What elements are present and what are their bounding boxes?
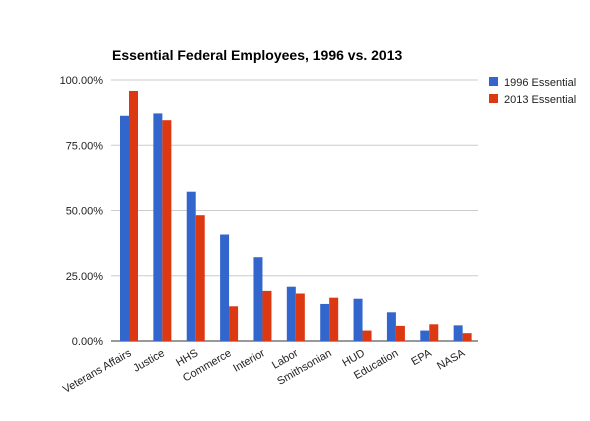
bar-1996-labor: [286, 286, 296, 341]
legend-swatch: [489, 94, 498, 103]
bars: [120, 90, 472, 342]
bar-2013-labor: [295, 293, 305, 341]
y-axis: 0.00% 25.00% 50.00% 75.00% 100.00%: [60, 75, 104, 348]
bar-2013-commerce: [229, 306, 239, 341]
bar-1996-veterans-affairs: [120, 115, 129, 341]
x-tick-label: Veterans Affairs: [61, 347, 134, 396]
bar-1996-interior: [253, 257, 263, 341]
bar-1996-hud: [353, 298, 363, 341]
bar-2013-education: [395, 325, 405, 341]
y-tick-label: 0.00%: [72, 336, 103, 348]
bar-1996-education: [386, 312, 396, 341]
x-tick-label: NASA: [435, 347, 468, 373]
bar-2013-veterans-affairs: [129, 90, 138, 341]
y-tick-label: 25.00%: [66, 271, 104, 283]
x-tick-label: Justice: [131, 347, 167, 375]
bar-2013-smithsonian: [329, 297, 339, 341]
bar-1996-hhs: [186, 191, 196, 341]
bar-2013-nasa: [462, 333, 472, 341]
bar-1996-nasa: [453, 325, 463, 341]
legend-swatch: [489, 77, 498, 86]
chart-title: Essential Federal Employees, 1996 vs. 20…: [112, 47, 403, 63]
bar-2013-epa: [429, 324, 439, 341]
bar-2013-hud: [362, 330, 372, 341]
gridlines: [111, 79, 478, 342]
y-tick-label: 100.00%: [60, 75, 104, 87]
y-tick-label: 50.00%: [66, 206, 104, 218]
x-tick-label: Interior: [231, 347, 267, 375]
bar-2013-hhs: [195, 215, 205, 341]
bar-1996-smithsonian: [320, 303, 330, 341]
legend-label: 2013 Essential: [504, 94, 576, 106]
bar-2013-justice: [162, 120, 172, 341]
bar-2013-interior: [262, 290, 272, 341]
bar-1996-commerce: [220, 234, 230, 341]
legend: 1996 Essential 2013 Essential: [489, 77, 576, 106]
y-tick-label: 75.00%: [66, 140, 104, 152]
legend-label: 1996 Essential: [504, 77, 576, 89]
x-tick-label: EPA: [409, 347, 434, 368]
bar-1996-epa: [420, 330, 430, 341]
bar-1996-justice: [153, 113, 163, 342]
